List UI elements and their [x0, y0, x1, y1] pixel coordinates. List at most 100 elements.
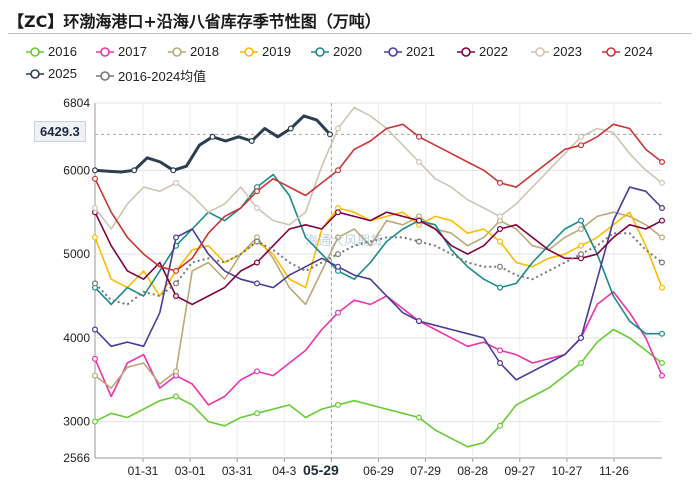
- series-point-2020: [497, 284, 504, 291]
- series-point-2021: [335, 263, 342, 270]
- legend-marker-icon: [531, 46, 549, 57]
- series-point-2016-2024均值: [416, 238, 423, 245]
- series-point-2017: [658, 372, 665, 379]
- series-point-2016: [658, 360, 665, 367]
- series-point-2017: [91, 355, 98, 362]
- series-point-2018: [335, 234, 342, 241]
- legend-label: 2020: [333, 44, 362, 59]
- series-point-2022: [173, 293, 180, 300]
- series-point-2023: [91, 205, 98, 212]
- legend-marker-icon: [457, 46, 475, 57]
- series-point-2018: [173, 368, 180, 375]
- legend-label: 2019: [262, 44, 291, 59]
- series-point-2016-2024均值: [173, 280, 180, 287]
- x-tick-label: 08-28: [457, 464, 488, 478]
- series-point-2021: [577, 334, 584, 341]
- legend-item-2019[interactable]: 2019: [240, 44, 291, 59]
- y-tick-label: 6804: [63, 96, 90, 110]
- series-point-2023: [416, 159, 423, 166]
- legend-item-2016-2024均值[interactable]: 2016-2024均值: [96, 66, 206, 85]
- series-point-2016: [497, 422, 504, 429]
- series-point-2016: [577, 360, 584, 367]
- series-point-2019: [577, 242, 584, 249]
- series-point-2025: [91, 167, 98, 174]
- series-point-2020: [577, 217, 584, 224]
- series-point-2016-2024均值: [577, 251, 584, 258]
- legend-label: 2016: [48, 44, 77, 59]
- x-tick-label: 01-31: [128, 464, 159, 478]
- series-line-2025: [94, 114, 332, 174]
- legend-marker-icon: [602, 46, 620, 57]
- series-point-2024: [577, 142, 584, 149]
- series-point-2016: [173, 393, 180, 400]
- series-point-2025: [248, 138, 255, 145]
- series-point-2022: [497, 226, 504, 233]
- legend-label: 2021: [406, 44, 435, 59]
- series-point-2024: [658, 159, 665, 166]
- legend-marker-icon: [168, 46, 186, 57]
- series-line-2018: [94, 211, 663, 389]
- x-tick-label: 07-29: [410, 464, 441, 478]
- legend-item-2016[interactable]: 2016: [26, 44, 77, 59]
- legend-label: 2016-2024均值: [118, 69, 207, 84]
- series-point-2025: [131, 167, 138, 174]
- y-tick-label: 4000: [63, 331, 90, 345]
- series-point-2023: [335, 125, 342, 132]
- legend-marker-icon: [240, 46, 258, 57]
- series-point-2024: [416, 133, 423, 140]
- series-point-2017: [497, 347, 504, 354]
- legend-label: 2025: [48, 66, 77, 81]
- x-tick-label: 03-31: [222, 464, 253, 478]
- series-point-2023: [254, 205, 261, 212]
- series-point-2019: [658, 284, 665, 291]
- chart-legend[interactable]: 2016 2017 2018 2019 2020 2021 2022 2023 2024 2025…: [0, 40, 700, 86]
- watermark: 海通大风期货: [305, 234, 384, 249]
- series-point-2016-2024均值: [335, 251, 342, 258]
- series-line-2020: [94, 173, 662, 335]
- series-point-2019: [497, 238, 504, 245]
- series-point-2025: [287, 125, 294, 132]
- series-point-2025: [170, 167, 177, 174]
- series-point-2024: [335, 167, 342, 174]
- series-point-2023: [658, 179, 665, 186]
- legend-label: 2023: [553, 44, 582, 59]
- x-tick-label: 06-29: [363, 464, 394, 478]
- series-point-2016-2024均值: [91, 280, 98, 287]
- legend-item-2021[interactable]: 2021: [384, 44, 435, 59]
- legend-item-2025[interactable]: 2025: [26, 66, 77, 81]
- y-tick-label: 3000: [63, 415, 90, 429]
- x-tick-label: 03-01: [175, 464, 206, 478]
- legend-item-2022[interactable]: 2022: [457, 44, 508, 59]
- series-point-2022: [416, 217, 423, 224]
- series-point-2016: [335, 401, 342, 408]
- x-tick-label: 11-26: [599, 464, 629, 478]
- series-line-2024: [94, 123, 663, 272]
- legend-item-2023[interactable]: 2023: [531, 44, 582, 59]
- legend-item-2024[interactable]: 2024: [602, 44, 653, 59]
- legend-item-2020[interactable]: 2020: [311, 44, 362, 59]
- series-point-2021: [416, 318, 423, 325]
- series-point-2022: [335, 209, 342, 216]
- legend-marker-icon: [26, 46, 44, 57]
- series-point-2024: [173, 267, 180, 274]
- series-point-2021: [497, 360, 504, 367]
- legend-item-2017[interactable]: 2017: [96, 44, 147, 59]
- series-point-2018: [91, 372, 98, 379]
- series-line-2016: [94, 328, 663, 448]
- y-tick-label: 6000: [63, 163, 90, 177]
- legend-marker-icon: [311, 46, 329, 57]
- series-point-2020: [658, 330, 665, 337]
- series-point-2016: [254, 410, 261, 417]
- series-point-2021: [91, 326, 98, 333]
- legend-item-2018[interactable]: 2018: [168, 44, 219, 59]
- series-point-2022: [658, 217, 665, 224]
- series-point-2019: [91, 234, 98, 241]
- series-line-2016-2024均值: [94, 232, 663, 306]
- legend-label: 2018: [190, 44, 219, 59]
- series-point-2024: [254, 188, 261, 195]
- y-crosshair-readout: 6429.3: [34, 121, 86, 142]
- legend-marker-icon: [96, 46, 114, 57]
- legend-marker-icon: [26, 68, 44, 79]
- x-tick-label: 04-3: [272, 464, 296, 478]
